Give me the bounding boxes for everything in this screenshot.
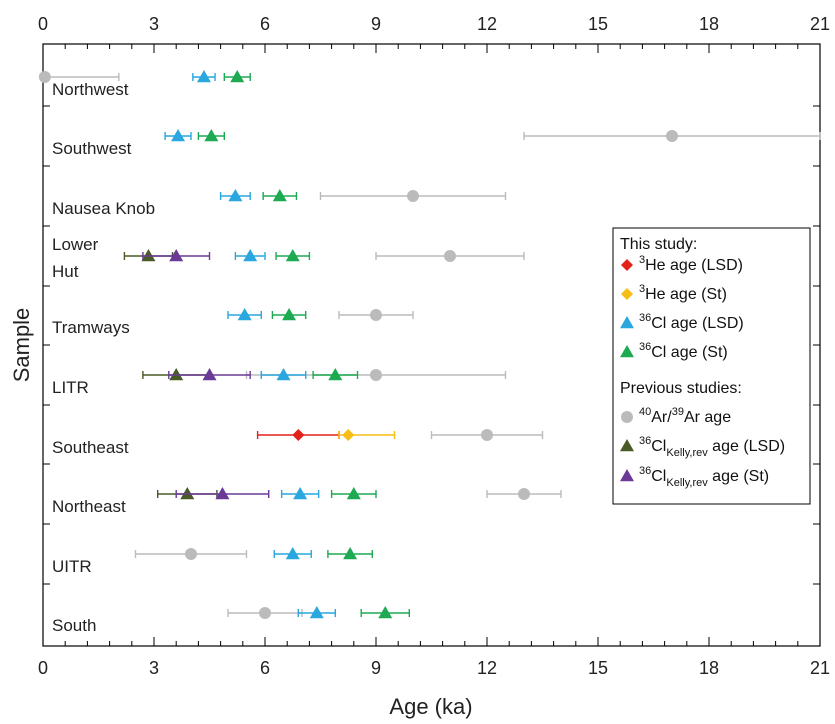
sample-label: LITR [52, 378, 89, 397]
sample-label: Lower [52, 235, 99, 254]
data-point [293, 487, 308, 500]
data-point [202, 368, 217, 381]
x-tick-label-top: 12 [477, 14, 497, 34]
data-point [346, 487, 361, 500]
series-he_lsd [256, 429, 340, 441]
legend-group-title: Previous studies: [620, 380, 742, 397]
x-tick-label-top: 9 [371, 14, 381, 34]
x-tick-label-top: 0 [38, 14, 48, 34]
data-point [481, 429, 493, 441]
x-tick-label-top: 18 [699, 14, 719, 34]
legend-entry: 36Cl age (St) [639, 341, 728, 361]
legend-marker [620, 345, 634, 358]
legend-marker [620, 439, 634, 452]
data-point [169, 368, 184, 381]
data-point [276, 368, 291, 381]
data-point [237, 308, 252, 321]
x-tick-label-top: 15 [588, 14, 608, 34]
data-point [141, 249, 156, 262]
sample-label: Southwest [52, 139, 132, 158]
legend-entry: 36ClKelly,rev age (St) [639, 465, 769, 489]
series-kelly_lsd [123, 249, 218, 500]
series-layer [38, 70, 821, 619]
series-arar [38, 71, 821, 619]
data-point [243, 249, 258, 262]
sample-label: UITR [52, 557, 92, 576]
data-point [666, 130, 678, 142]
legend-marker [620, 316, 634, 329]
sample-label: Southeast [52, 438, 129, 457]
x-tick-label-top: 3 [149, 14, 159, 34]
sample-label: Nausea Knob [52, 199, 155, 218]
data-point [370, 369, 382, 381]
x-tick-label-bottom: 0 [38, 658, 48, 678]
data-point [228, 189, 243, 202]
x-tick-label-bottom: 15 [588, 658, 608, 678]
data-point [282, 308, 297, 321]
data-point [272, 189, 287, 202]
data-point [185, 548, 197, 560]
data-point [444, 250, 456, 262]
data-point [259, 607, 271, 619]
data-point [204, 129, 219, 142]
data-point [370, 309, 382, 321]
sample-label: South [52, 616, 96, 635]
data-point [169, 249, 184, 262]
legend-group-title: This study: [620, 236, 697, 253]
x-tick-label-top: 6 [260, 14, 270, 34]
legend-box [612, 227, 811, 505]
legend-marker [621, 259, 633, 271]
legend-entry: 3He age (St) [639, 283, 727, 303]
data-point [378, 606, 393, 619]
legend-entry: 36Cl age (LSD) [639, 312, 744, 332]
series-kelly_st [142, 249, 270, 500]
data-point [328, 368, 343, 381]
legend-entry: 36ClKelly,rev age (LSD) [639, 435, 785, 459]
x-tick-label-bottom: 12 [477, 658, 497, 678]
legend-marker [620, 469, 634, 482]
data-point [407, 190, 419, 202]
x-tick-label-bottom: 3 [149, 658, 159, 678]
x-tick-label-bottom: 21 [810, 658, 830, 678]
legend-entry: 40Ar/39Ar age [639, 406, 731, 426]
sample-label: Northeast [52, 497, 126, 516]
data-point [343, 547, 358, 560]
data-point [180, 487, 195, 500]
legend: This study: Previous studies: 3He age (LSD… [612, 227, 811, 505]
sample-labels: Northwest Southwest Nausea Knob Lower Hut Tra… [52, 80, 155, 635]
data-point [309, 606, 324, 619]
x-axis-title: Age (ka) [389, 694, 472, 719]
data-point [215, 487, 230, 500]
legend-marker [621, 288, 633, 300]
data-point [518, 488, 530, 500]
y-axis-title: Sample [9, 308, 34, 383]
series-cl_lsd [164, 70, 336, 619]
legend-entry: 3He age (LSD) [639, 254, 743, 274]
axis-ticks: 0 0 3 3 6 6 9 9 12 12 15 15 18 18 21 21 [38, 14, 830, 678]
series-cl_st [197, 70, 410, 619]
data-point [38, 71, 51, 83]
data-point [342, 429, 355, 441]
legend-marker [621, 411, 633, 423]
series-he_st [338, 429, 396, 441]
data-point [285, 249, 300, 262]
data-point [292, 429, 305, 441]
data-point [230, 70, 245, 83]
x-tick-label-bottom: 6 [260, 658, 270, 678]
sample-label: Hut [52, 262, 79, 281]
x-tick-label-bottom: 18 [699, 658, 719, 678]
data-point [196, 70, 211, 83]
x-tick-label-top: 21 [810, 14, 830, 34]
data-point [171, 129, 186, 142]
sample-label: Tramways [52, 318, 130, 337]
sample-label: Northwest [52, 80, 129, 99]
x-tick-label-bottom: 9 [371, 658, 381, 678]
data-point [285, 547, 300, 560]
